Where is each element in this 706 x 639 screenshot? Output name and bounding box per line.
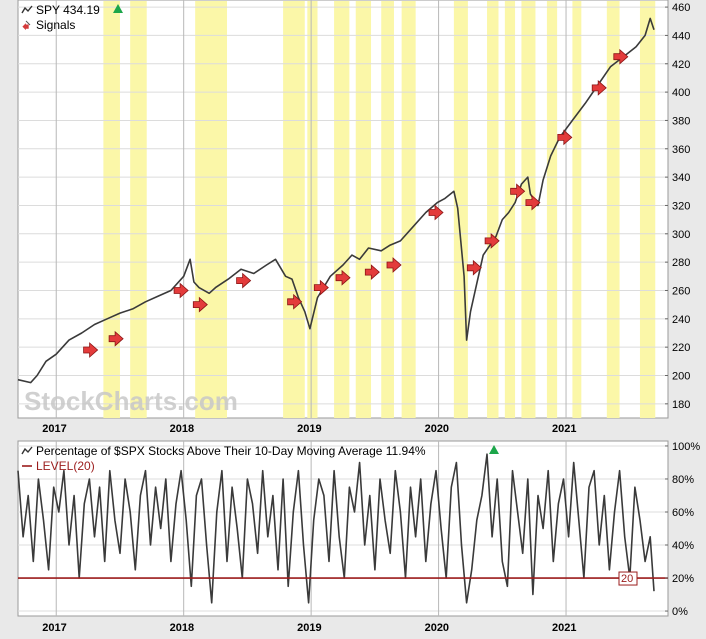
signal-arrow <box>287 293 303 310</box>
shaded-period <box>307 1 318 418</box>
breadth-panel: 20 0% 20% 40% 60% 80% 100% Percentage of $SPX… <box>17 440 700 618</box>
signal-arrow <box>386 257 402 273</box>
breadth-y-tick-label: 100% <box>672 441 700 453</box>
price-y-tick-label: 440 <box>672 30 690 42</box>
price-shaded-periods <box>103 1 656 418</box>
signal-arrow <box>364 264 380 280</box>
breadth-y-tick-label: 40% <box>672 540 694 552</box>
price-y-axis: 180 200 220 240 260 280 300 320 340 360 380 400 420 4… <box>665 2 690 411</box>
price-x-tick-label: 2017 <box>42 423 66 435</box>
shaded-period <box>639 1 656 418</box>
breadth-x-tick-label: 2020 <box>425 622 449 634</box>
shaded-period <box>283 1 305 418</box>
shaded-period <box>130 1 147 418</box>
breadth-y-tick-label: 60% <box>672 507 694 519</box>
shaded-period <box>521 1 536 418</box>
breadth-y-tick-label: 20% <box>672 573 694 585</box>
shaded-period <box>572 1 582 418</box>
signal-arrow <box>236 272 252 289</box>
signals-icon <box>22 20 31 31</box>
price-x-tick-label: 2020 <box>425 423 449 435</box>
price-y-tick-label: 240 <box>672 314 690 326</box>
signal-arrow <box>335 269 351 286</box>
shaded-period <box>453 1 468 418</box>
signal-markers <box>83 48 629 358</box>
signal-arrow <box>510 183 526 200</box>
price-y-tick-label: 420 <box>672 59 690 71</box>
price-y-tick-label: 180 <box>672 399 690 411</box>
shaded-period <box>546 1 558 418</box>
level-badge: 20 <box>618 571 638 586</box>
breadth-x-tick-label: 2017 <box>42 622 66 634</box>
legend-signals-label: Signals <box>36 18 75 32</box>
signal-arrow <box>83 342 99 358</box>
signal-arrow <box>428 204 444 221</box>
price-y-tick-label: 380 <box>672 115 690 127</box>
shaded-period <box>606 1 620 418</box>
price-y-tick-label: 280 <box>672 257 690 269</box>
watermark: StockCharts.com <box>24 386 238 416</box>
price-line <box>17 17 655 384</box>
price-y-tick-label: 360 <box>672 144 690 156</box>
signal-arrow <box>466 259 482 276</box>
signal-arrow <box>525 194 541 211</box>
signal-arrow <box>313 279 329 296</box>
price-y-tick-label: 340 <box>672 172 690 184</box>
price-x-axis: 2017 2018 2019 2020 2021 <box>42 423 576 435</box>
price-y-tick-label: 200 <box>672 370 690 382</box>
price-panel: StockCharts.com 180 200 220 240 260 280 300 320… <box>17 0 690 419</box>
price-legend: SPY 434.19 Signals <box>21 3 123 32</box>
level-badge-box <box>618 571 638 586</box>
price-grid <box>18 0 668 418</box>
legend-breadth-label: Percentage of $SPX Stocks Above Their 10… <box>36 444 426 458</box>
breadth-x-tick-label: 2021 <box>552 622 576 634</box>
breadth-y-tick-label: 80% <box>672 474 694 486</box>
signal-arrow <box>557 129 573 146</box>
signal-arrow <box>613 48 629 65</box>
breadth-y-axis: 0% 20% 40% 60% 80% 100% <box>665 441 700 618</box>
signal-arrow <box>173 282 189 299</box>
price-y-tick-label: 220 <box>672 342 690 354</box>
up-triangle-icon <box>113 4 123 13</box>
shaded-period <box>381 1 394 418</box>
breadth-plot-bg <box>17 440 669 617</box>
price-x-tick-label: 2021 <box>552 423 576 435</box>
price-y-tick-label: 400 <box>672 87 690 99</box>
signal-arrow <box>484 233 500 249</box>
signal-arrow <box>591 80 607 96</box>
breadth-line <box>17 453 655 604</box>
price-x-tick-label: 2019 <box>297 423 321 435</box>
watermark-text: StockCharts.com <box>24 386 238 416</box>
legend-spy-label: SPY 434.19 <box>36 3 100 17</box>
shaded-period <box>355 1 372 418</box>
breadth-x-tick-label: 2019 <box>297 622 321 634</box>
signal-arrow <box>108 330 124 347</box>
price-y-tick-label: 320 <box>672 200 690 212</box>
shaded-period <box>195 1 228 418</box>
shaded-period <box>401 1 416 418</box>
shaded-period <box>334 1 350 418</box>
shaded-period <box>103 1 120 418</box>
line-icon <box>21 5 33 14</box>
breadth-x-axis: 2017 2018 2019 2020 2021 <box>42 622 576 634</box>
price-y-tick-label: 260 <box>672 285 690 297</box>
price-x-tick-label: 2018 <box>170 423 194 435</box>
signal-arrow <box>192 296 208 313</box>
line-icon <box>21 446 33 455</box>
legend-level-label: LEVEL(20) <box>36 459 95 473</box>
breadth-x-tick-label: 2018 <box>170 622 194 634</box>
shaded-period <box>487 1 499 418</box>
up-triangle-icon <box>489 445 499 454</box>
breadth-legend: Percentage of $SPX Stocks Above Their 10… <box>21 444 499 473</box>
price-y-tick-label: 300 <box>672 229 690 241</box>
level-badge-label: 20 <box>621 573 633 585</box>
breadth-y-tick-label: 0% <box>672 606 688 618</box>
price-y-tick-label: 460 <box>672 2 690 14</box>
